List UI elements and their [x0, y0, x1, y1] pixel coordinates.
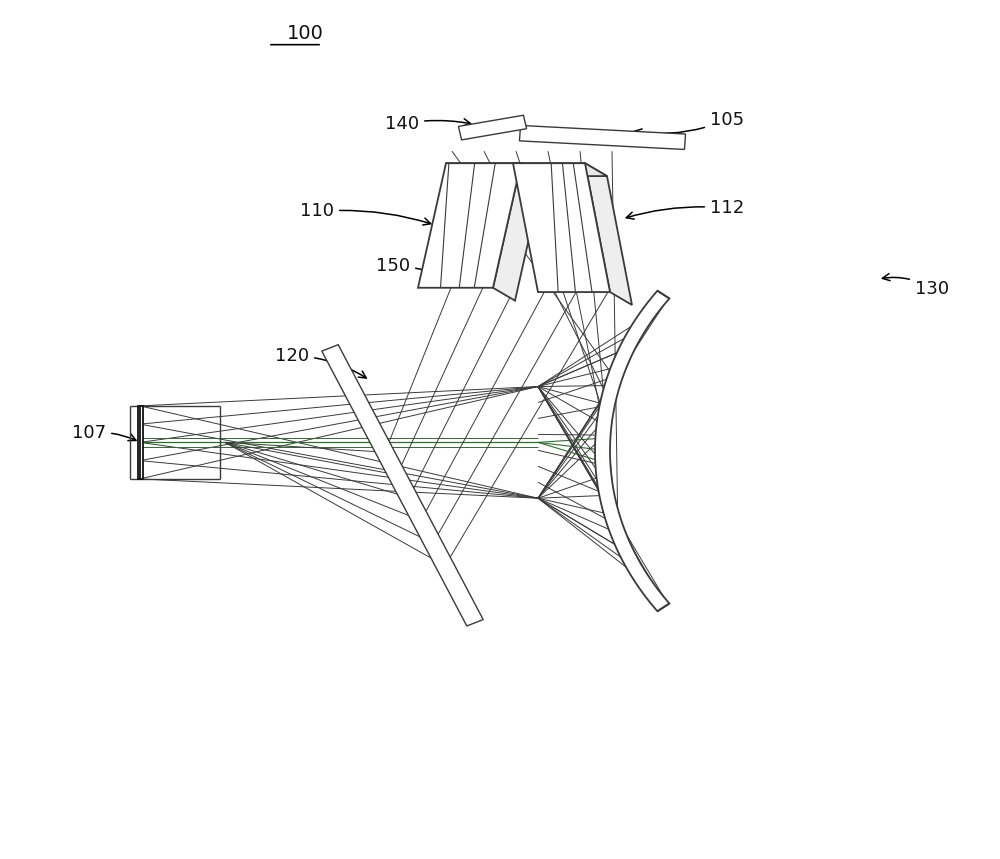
- Text: 130: 130: [882, 273, 949, 298]
- Text: 150: 150: [376, 257, 458, 282]
- Polygon shape: [446, 163, 543, 176]
- Text: 140: 140: [385, 115, 471, 133]
- Polygon shape: [519, 125, 686, 149]
- Text: 110: 110: [300, 203, 431, 225]
- Polygon shape: [458, 115, 527, 140]
- Text: 105: 105: [634, 111, 744, 136]
- Polygon shape: [493, 163, 543, 301]
- Polygon shape: [322, 344, 483, 626]
- Polygon shape: [513, 163, 610, 292]
- Polygon shape: [513, 163, 607, 176]
- Text: 120: 120: [275, 347, 366, 378]
- Polygon shape: [595, 290, 669, 612]
- Polygon shape: [585, 163, 632, 305]
- Text: 112: 112: [626, 199, 744, 219]
- Polygon shape: [418, 163, 521, 288]
- Text: 107: 107: [72, 424, 136, 442]
- Text: 100: 100: [287, 24, 324, 43]
- Polygon shape: [138, 406, 143, 479]
